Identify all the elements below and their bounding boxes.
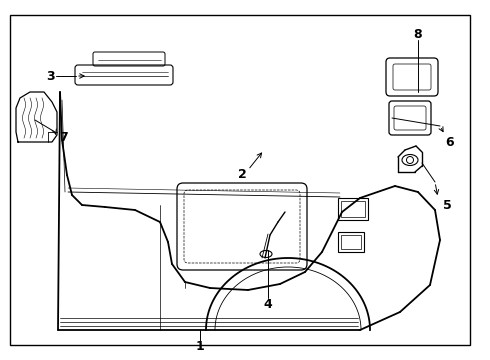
Text: 7: 7 <box>59 131 68 144</box>
Text: 4: 4 <box>264 297 272 310</box>
Bar <box>338 232 364 252</box>
Text: 3: 3 <box>46 69 54 82</box>
Text: 6: 6 <box>446 135 454 149</box>
Bar <box>341 235 361 249</box>
Bar <box>338 198 368 220</box>
Text: 1: 1 <box>196 341 204 354</box>
Text: 5: 5 <box>442 198 451 212</box>
Bar <box>341 201 365 217</box>
Text: 2: 2 <box>238 167 246 180</box>
Text: 8: 8 <box>414 27 422 41</box>
